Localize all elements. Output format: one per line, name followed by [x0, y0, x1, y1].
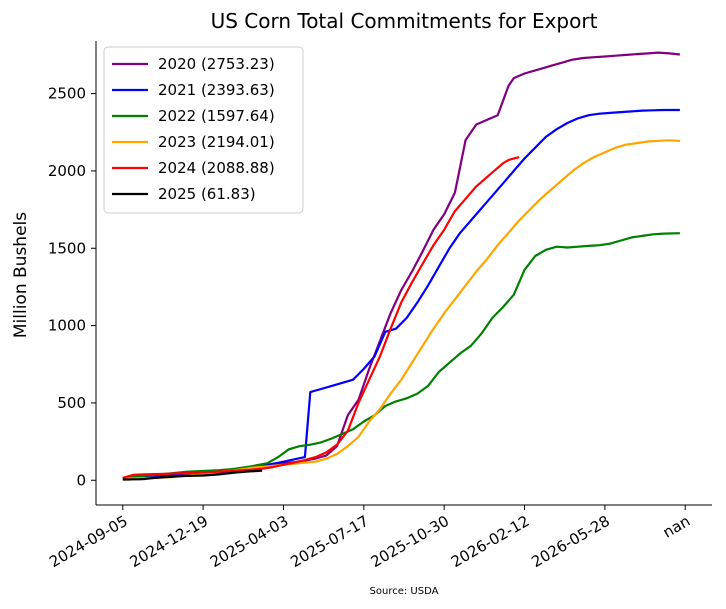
x-tick-label: 2026-05-28: [528, 512, 613, 571]
x-tick-label: 2026-02-12: [448, 512, 533, 571]
y-tick-label: 1000: [48, 317, 86, 335]
source-note: Source: USDA: [370, 586, 439, 597]
legend: 2020 (2753.23) 2021 (2393.63) 2022 (1597.6…: [103, 46, 304, 214]
chart-title: US Corn Total Commitments for Export: [211, 9, 598, 33]
x-tick-label: nan: [660, 512, 693, 542]
x-tick-label: 2024-09-05: [46, 512, 131, 571]
x-axis: 2024-09-052024-12-192025-04-032025-07-17…: [46, 504, 712, 571]
y-tick-label: 500: [57, 394, 86, 412]
series-line-2: [122, 232, 680, 479]
x-tick-label: 2024-12-19: [127, 512, 212, 571]
legend-label: 2022 (1597.64): [158, 107, 275, 125]
series-line-5: [122, 469, 263, 481]
legend-label: 2020 (2753.23): [158, 55, 275, 73]
legend-label: 2025 (61.83): [158, 185, 256, 203]
y-tick-label: 1500: [48, 239, 86, 257]
x-tick-label: 2025-07-17: [287, 512, 372, 571]
series-lines: [122, 51, 681, 481]
series-line-4: [122, 156, 520, 479]
y-tick-label: 2000: [48, 162, 86, 180]
x-tick-label: 2025-10-30: [368, 512, 453, 571]
y-tick-label: 2500: [48, 85, 86, 103]
x-tick-label: 2025-04-03: [207, 512, 292, 571]
legend-label: 2023 (2194.01): [158, 133, 275, 151]
y-axis: 0 500 1000 1500 2000 2500: [48, 41, 97, 505]
y-axis-label: Million Bushels: [11, 212, 31, 338]
legend-label: 2021 (2393.63): [158, 81, 275, 99]
legend-box: [103, 46, 304, 214]
legend-label: 2024 (2088.88): [158, 159, 275, 177]
series-line-3: [122, 139, 680, 480]
y-tick-label: 0: [76, 471, 86, 489]
